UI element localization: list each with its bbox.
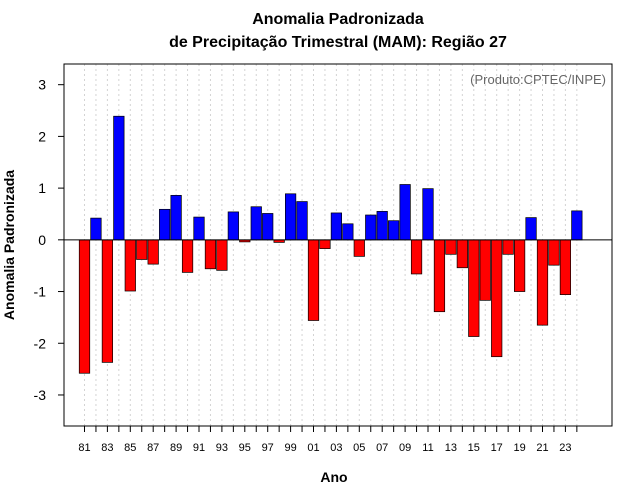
bar-07 (376, 211, 388, 241)
x-tick-label: 01 (307, 442, 319, 454)
x-tick-label: 17 (491, 442, 503, 454)
bar-22 (548, 239, 560, 266)
bar-85 (124, 239, 136, 292)
x-tick-label: 83 (101, 442, 113, 454)
bar-00 (296, 201, 308, 241)
bar-84 (113, 115, 125, 241)
bar-19 (513, 239, 526, 292)
bar-15 (468, 239, 480, 337)
y-axis-title: Anomalia Padronizada (1, 170, 17, 320)
bar-03 (330, 212, 342, 241)
bar-11 (422, 188, 434, 241)
bar-87 (147, 239, 159, 265)
x-tick-label: 03 (330, 442, 342, 454)
x-tick-label: 95 (239, 442, 251, 454)
x-tick-label: 19 (513, 442, 525, 454)
bar-01 (307, 239, 320, 321)
x-tick-label: 23 (559, 442, 571, 454)
credit-label: (Produto:CPTEC/INPE) (470, 72, 606, 87)
bar-89 (170, 195, 182, 241)
x-tick-label: 85 (124, 442, 136, 454)
x-tick-label: 21 (536, 442, 548, 454)
bar-96 (250, 206, 262, 241)
bars (78, 115, 583, 374)
plot-frame (63, 63, 613, 427)
bar-82 (90, 217, 102, 241)
x-tick-label: 89 (170, 442, 182, 454)
bar-24 (571, 210, 583, 241)
bar-05 (353, 239, 365, 257)
bar-94 (227, 211, 239, 241)
y-tick-label: 3 (38, 77, 46, 93)
y-tick-label: 1 (38, 180, 46, 196)
y-tick-label: -1 (34, 284, 47, 300)
y-tick-label: 2 (38, 128, 46, 144)
bar-09 (399, 184, 411, 241)
x-tick-label: 05 (353, 442, 365, 454)
x-tick-label: 99 (284, 442, 296, 454)
bar-81 (78, 239, 91, 374)
bar-92 (204, 239, 217, 270)
bar-04 (342, 223, 354, 241)
bar-13 (445, 239, 457, 255)
x-tick-label: 09 (399, 442, 411, 454)
x-tick-label: 91 (193, 442, 205, 454)
bar-20 (525, 217, 537, 241)
chart-title: Anomalia Padronizada (252, 11, 424, 28)
x-tick-label: 07 (376, 442, 388, 454)
bar-23 (559, 239, 572, 295)
x-tick-label: 13 (445, 442, 457, 454)
bar-99 (285, 193, 297, 241)
bar-21 (536, 239, 549, 326)
y-tick-label: 0 (38, 232, 46, 248)
x-tick-label: 81 (78, 442, 90, 454)
x-tick-label: 87 (147, 442, 159, 454)
bar-17 (491, 239, 503, 358)
bar-18 (502, 239, 514, 255)
y-tick-label: -3 (34, 387, 47, 403)
y-axis: -3 -2 -1 0 1 2 3 (34, 77, 64, 403)
y-tick-label: -2 (34, 335, 47, 351)
bar-93 (216, 239, 228, 271)
x-tick-label: 97 (262, 442, 274, 454)
chart-subtitle: de Precipitação Trimestral (MAM): Região… (169, 34, 507, 51)
x-tick-label: 15 (468, 442, 480, 454)
bar-14 (456, 239, 468, 269)
bar-12 (433, 239, 446, 313)
bar-91 (193, 216, 205, 241)
bar-10 (410, 239, 423, 275)
x-tick-label: 93 (216, 442, 228, 454)
bar-97 (262, 213, 274, 241)
bar-90 (181, 239, 194, 273)
x-axis-title: Ano (320, 469, 347, 485)
bar-06 (365, 214, 377, 241)
bar-83 (101, 239, 114, 363)
x-axis: 81 83 85 87 89 91 93 95 97 99 01 03 05 07 09 11 13 15 17 19… (78, 426, 578, 454)
x-tick-label: 11 (422, 442, 433, 454)
bar-08 (388, 220, 400, 241)
bar-86 (136, 239, 148, 260)
bar-16 (479, 239, 491, 301)
bar-02 (319, 239, 331, 249)
bar-88 (159, 208, 171, 241)
